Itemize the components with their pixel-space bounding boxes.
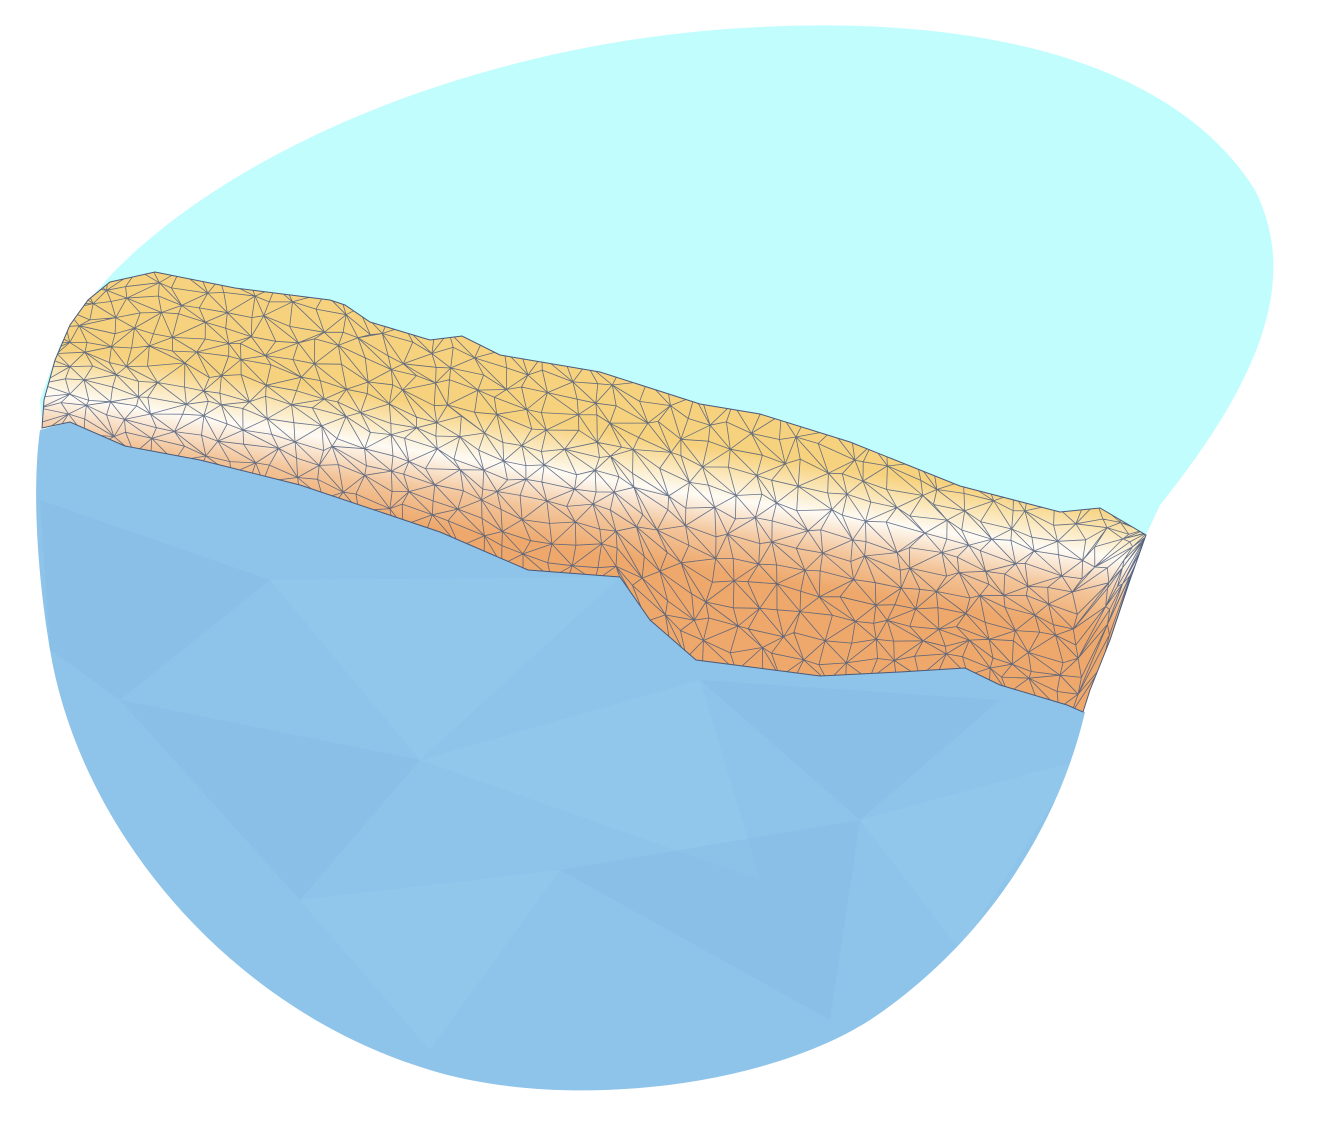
lower-surface-region [36,422,1085,1091]
lower-facet [560,820,860,1020]
lower-facet [40,500,270,700]
lower-facet [40,500,120,700]
lower-facet [300,870,560,1050]
lower-facet [700,680,1000,820]
lower-facet [120,700,420,900]
lower-facet [420,680,760,880]
layer-band-outline [41,271,1147,713]
lower-surface-fill [36,422,1085,1091]
lower-surface-facets [40,500,1080,1050]
lower-facet [860,760,1080,950]
lower-facet [270,577,620,760]
